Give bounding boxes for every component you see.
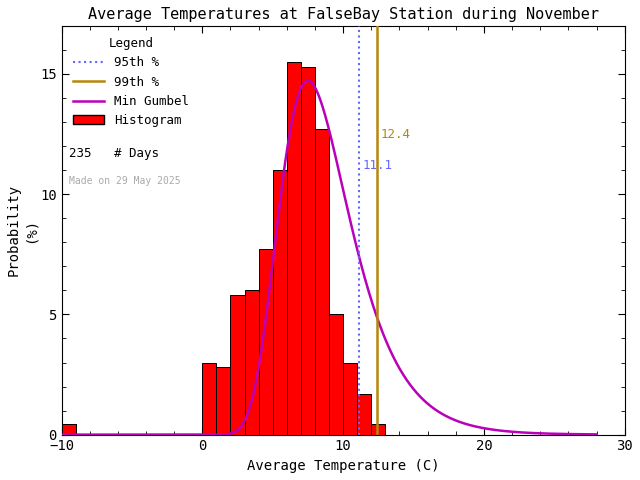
Text: Made on 29 May 2025: Made on 29 May 2025 bbox=[68, 176, 180, 186]
Bar bbox=[230, 295, 244, 434]
Bar bbox=[202, 362, 216, 434]
Bar bbox=[329, 314, 343, 434]
Bar bbox=[61, 424, 76, 434]
Bar bbox=[259, 250, 273, 434]
Bar bbox=[357, 394, 371, 434]
Bar bbox=[216, 367, 230, 434]
Bar bbox=[287, 62, 301, 434]
Bar bbox=[315, 129, 329, 434]
Y-axis label: Probability
(%): Probability (%) bbox=[7, 184, 37, 276]
Legend: 95th %, 99th %, Min Gumbel, Histogram: 95th %, 99th %, Min Gumbel, Histogram bbox=[68, 32, 194, 132]
Text: 11.1: 11.1 bbox=[362, 159, 392, 172]
Bar bbox=[61, 424, 76, 434]
Bar bbox=[273, 170, 287, 434]
Bar bbox=[343, 362, 357, 434]
Bar bbox=[301, 67, 315, 434]
Bar bbox=[371, 424, 385, 434]
Text: 235   # Days: 235 # Days bbox=[68, 147, 159, 160]
Bar bbox=[244, 290, 259, 434]
X-axis label: Average Temperature (C): Average Temperature (C) bbox=[247, 459, 440, 473]
Text: 12.4: 12.4 bbox=[380, 128, 410, 141]
Title: Average Temperatures at FalseBay Station during November: Average Temperatures at FalseBay Station… bbox=[88, 7, 598, 22]
